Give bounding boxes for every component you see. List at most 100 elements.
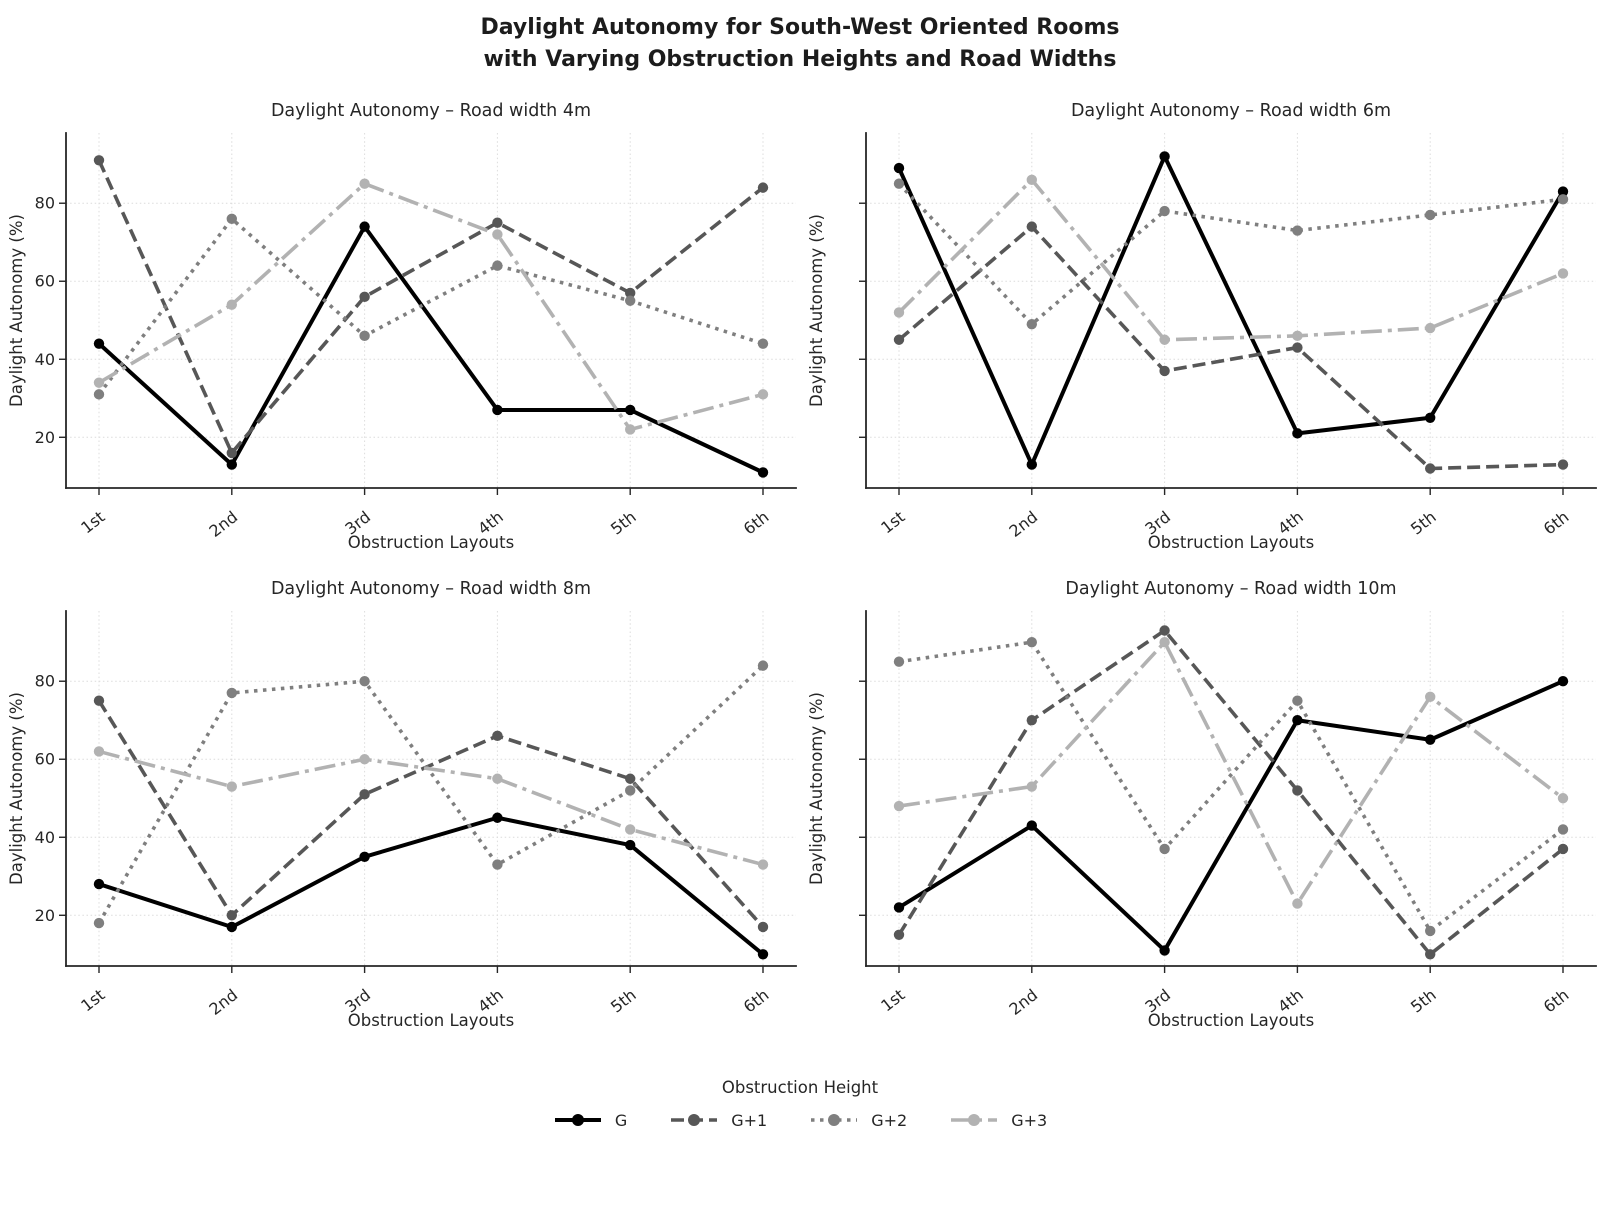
series-marker-G+2 [757, 660, 769, 671]
subplot-road-width-4m: 20 40 60 80 1st 2nd 3rd 4th 5th 6th Daylight Auton… [0, 78, 800, 556]
series-marker-G+3 [1425, 691, 1436, 702]
series-marker-G+1 [1557, 843, 1569, 854]
y-axis-label: Daylight Autonomy (%) [7, 214, 26, 407]
series-marker-G+2 [93, 917, 105, 929]
subplot-road-width-8m: 20 40 60 80 1st 2nd 3rd 4th 5th 6th Daylight Auton… [0, 556, 800, 1034]
series-line-G+3 [897, 177, 1564, 342]
series-marker-G+2 [1292, 695, 1303, 706]
x-tick-label: 6th [740, 507, 773, 538]
series-marker-G+1 [1026, 714, 1037, 726]
legend-line-sample-G [554, 1114, 601, 1127]
series-marker-G+3 [492, 229, 503, 240]
series-line-G+3 [98, 749, 764, 867]
series-marker-G+2 [1557, 193, 1569, 205]
series-marker-G+3 [1292, 330, 1303, 341]
series-marker-G+2 [359, 675, 370, 687]
series-marker-G+3 [1425, 322, 1436, 334]
x-axis-label: Obstruction Layouts [1148, 533, 1314, 552]
subplot-road-width-6m: 1st 2nd 3rd 4th 5th 6th Daylight Autonomy – Ro… [800, 78, 1600, 556]
legend-item-G+1: G+1 [669, 1111, 767, 1130]
series-marker-G [359, 221, 370, 232]
y-axis-label: Daylight Autonomy (%) [807, 214, 826, 407]
series-marker-G [492, 812, 503, 823]
series-marker-G [893, 902, 905, 913]
x-tick-label: 6th [1540, 985, 1573, 1016]
series-marker-G+1 [492, 730, 503, 741]
x-tick-label: 6th [740, 985, 773, 1016]
legend-label-G+2: G+2 [871, 1110, 908, 1130]
series-line-G+3 [898, 640, 1565, 906]
series-marker-G [1557, 675, 1569, 687]
x-tick-label: 2nd [1006, 985, 1042, 1019]
x-axis-label: Obstruction Layouts [348, 533, 514, 552]
series-marker-G+1 [893, 334, 905, 345]
series-marker-G+3 [226, 781, 237, 792]
series-marker-G+3 [893, 800, 905, 812]
series-marker-G+2 [359, 330, 370, 341]
series-marker-G [1159, 944, 1170, 956]
series-marker-G+2 [625, 785, 636, 796]
series-marker-G+3 [1026, 174, 1037, 185]
legend: Obstruction Height G G+1 G+2 G+3 [0, 1078, 1600, 1130]
series-marker-G [1292, 427, 1303, 439]
legend-items: G G+1 G+2 G+3 [0, 1111, 1600, 1130]
series-marker-G+1 [492, 217, 503, 228]
series-marker-G [93, 338, 105, 349]
legend-label-G+1: G+1 [731, 1110, 768, 1130]
x-tick-label: 2nd [1006, 507, 1042, 541]
series-marker-G+3 [1557, 268, 1569, 279]
series-marker-G+3 [1026, 781, 1037, 792]
series-marker-G+1 [1425, 463, 1436, 474]
series-marker-G [1425, 734, 1436, 745]
series-marker-G [1026, 459, 1037, 470]
x-tick-label: 1st [877, 507, 908, 537]
series-marker-G+3 [93, 746, 105, 757]
legend-line-sample-G+1 [671, 1114, 718, 1127]
subplot-title: Daylight Autonomy – Road width 6m [1071, 101, 1391, 121]
series-marker-G+1 [226, 447, 237, 458]
series-marker-G+1 [359, 788, 370, 800]
y-axis-label: Daylight Autonomy (%) [807, 692, 826, 885]
subplot-road-width-10m: 1st 2nd 3rd 4th 5th 6th Daylight Autonomy – Ro… [800, 556, 1600, 1034]
legend-item-G+3: G+3 [949, 1111, 1047, 1130]
y-tick-label: 40 [35, 828, 55, 847]
series-marker-G [757, 948, 769, 960]
legend-marker-G+2 [828, 1114, 841, 1127]
series-marker-G+1 [1292, 785, 1303, 796]
series-marker-G+1 [93, 695, 105, 706]
series-marker-G+2 [492, 260, 503, 271]
series-line-G+2 [97, 216, 764, 396]
legend-item-G: G [553, 1111, 627, 1130]
x-tick-label: 6th [1540, 507, 1573, 538]
series-marker-G+3 [359, 753, 370, 765]
series-marker-G+1 [226, 909, 237, 921]
series-marker-G [757, 466, 769, 478]
x-tick-label: 5th [1407, 507, 1440, 538]
series-line-G+1 [97, 699, 765, 928]
series-marker-G+2 [226, 687, 237, 698]
series-line-G+1 [97, 159, 765, 455]
y-tick-label: 60 [35, 272, 55, 291]
series-marker-G+3 [757, 859, 769, 870]
legend-label-G: G [614, 1110, 628, 1130]
series-marker-G+2 [1292, 225, 1303, 236]
y-axis-label: Daylight Autonomy (%) [7, 692, 26, 885]
series-marker-G+1 [1159, 365, 1170, 376]
x-axis-label: Obstruction Layouts [1148, 1011, 1314, 1030]
series-marker-G+1 [1026, 221, 1037, 232]
x-tick-label: 5th [607, 507, 640, 538]
series-line-G+2 [898, 640, 1565, 933]
series-marker-G [226, 921, 237, 932]
series-line-G [897, 154, 1565, 467]
series-marker-G [893, 162, 905, 174]
series-marker-G+1 [625, 287, 636, 298]
series-marker-G+3 [1557, 792, 1569, 804]
legend-line-sample-G+2 [811, 1114, 858, 1127]
figure-title: Daylight Autonomy for South-West Oriente… [0, 0, 1600, 76]
legend-marker-G+1 [688, 1114, 701, 1127]
series-line-G [897, 679, 1564, 953]
series-marker-G+3 [1159, 334, 1170, 345]
series-marker-G+3 [893, 307, 905, 318]
